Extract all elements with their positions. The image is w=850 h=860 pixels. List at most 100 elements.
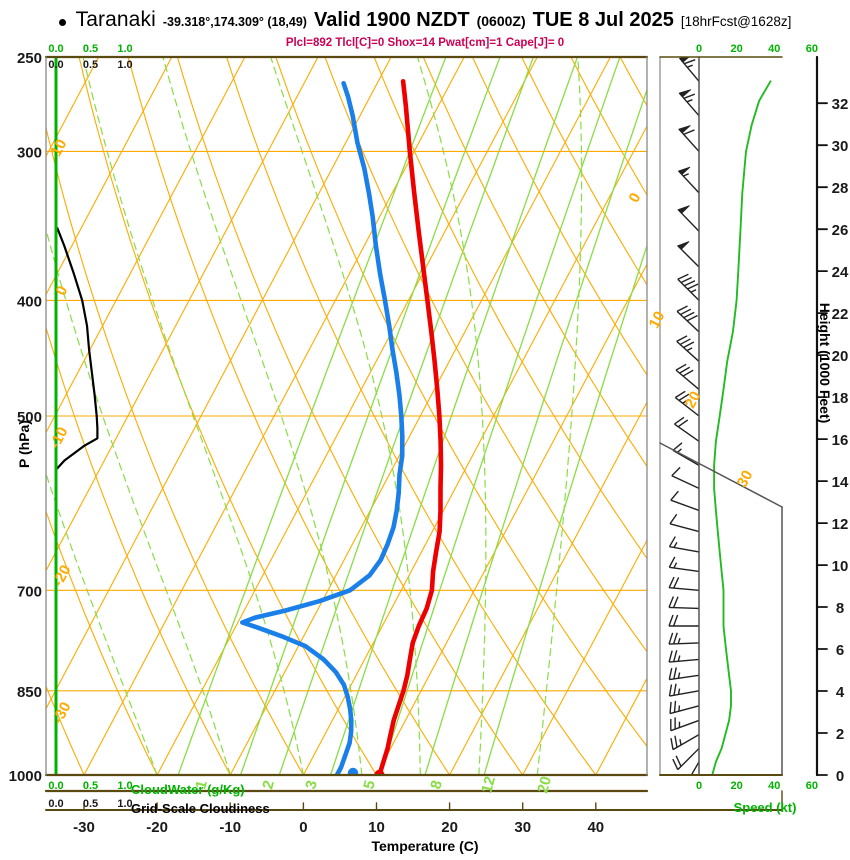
isotherm-line [522, 539, 647, 775]
wind-barb [669, 513, 700, 533]
wind-barb [674, 390, 700, 417]
dry-adiabat-lines [46, 57, 647, 775]
wind-barb [672, 747, 700, 771]
wind-barb [670, 717, 700, 732]
height-axis-title: Height (1000 Feet) [817, 302, 833, 424]
temperature-tick-label: -10 [219, 819, 241, 836]
dewpoint-line [240, 81, 405, 775]
height-tick-label: 28 [832, 180, 849, 197]
dry-adiabat-label: 10 [646, 309, 669, 332]
wind-barb [668, 614, 699, 627]
wind-barb [670, 734, 700, 751]
wind-barb [668, 632, 700, 645]
height-tick-label: 16 [832, 432, 849, 449]
cloudiness-tick-label-top: 1.0 [117, 59, 132, 71]
speed-tick-label-top: 60 [806, 43, 818, 55]
dry-adiabat-line [471, 57, 647, 376]
cloudwater-tick-label-top: 1.0 [117, 43, 132, 55]
pressure-tick-label: 300 [17, 144, 42, 161]
wind-barb [670, 490, 700, 512]
moist-adiabat-line [82, 57, 304, 775]
header-title-bar: Taranaki -39.318°,174.309° (18,49) Valid… [0, 8, 850, 36]
height-tick-label: 20 [832, 348, 849, 365]
cloudwater-tick-label-top: 0.5 [83, 43, 98, 55]
mixing-ratio-line [278, 57, 535, 775]
temperature-tick-label: 10 [368, 819, 385, 836]
height-tick-label: 8 [836, 600, 844, 617]
dry-adiabat-label: -10 [46, 424, 71, 451]
dry-adiabat-line [324, 57, 647, 653]
dry-adiabat-line [422, 57, 647, 468]
wind-barb [678, 89, 700, 117]
cloudiness-tick-label-top: 0.0 [48, 59, 63, 71]
speed-tick-label-bottom: 20 [731, 780, 743, 792]
height-tick-label: 30 [832, 138, 849, 155]
moist-adiabat-line [46, 227, 231, 775]
plot-frames [44, 55, 819, 811]
height-tick-label: 18 [832, 390, 849, 407]
height-tick-label: 6 [836, 642, 844, 659]
pressure-axis-title: P (hPa) [16, 420, 32, 468]
dry-adiabat-label: -20 [49, 562, 74, 589]
moist-adiabat-line [270, 57, 421, 775]
dry-adiabat-line [226, 57, 597, 775]
mixing-ratio-line [177, 57, 447, 775]
height-tick-label: 26 [832, 222, 849, 239]
cloudiness-tick-label-bottom: 0.5 [83, 798, 98, 810]
mixing-ratio-label: 3 [302, 779, 321, 791]
wind-barb [677, 241, 700, 268]
cloudiness-tick-label-bottom: 0.0 [48, 798, 63, 810]
height-tick-label: 32 [832, 96, 849, 113]
dry-adiabat-line [78, 57, 378, 775]
temperature-tick-label: -30 [73, 819, 95, 836]
pressure-tick-label: 400 [17, 293, 42, 310]
speed-tick-label-bottom: 60 [806, 780, 818, 792]
height-tick-label: 24 [832, 264, 849, 281]
wind-barb [668, 536, 700, 553]
speed-tick-label-top: 20 [731, 43, 743, 55]
cloudiness-tick-label-top: 0.5 [83, 59, 98, 71]
temperature-tick-label: -20 [146, 819, 168, 836]
temperature-trace [374, 79, 444, 775]
cloudwater-legend-label: CloudWater (g/Kg) [131, 782, 245, 797]
moist-adiabat-lines [46, 57, 583, 775]
mixing-ratio-label: 20 [534, 775, 555, 796]
temperature-tick-label: 30 [514, 819, 531, 836]
moist-adiabat-line [416, 57, 487, 775]
mixing-ratio-line [329, 57, 579, 775]
valid-time: Valid 1900 NZDT [313, 9, 470, 31]
mixing-ratio-label: 8 [427, 779, 446, 791]
dry-adiabat-line [46, 509, 158, 775]
dewpoint-trace [240, 81, 405, 775]
wind-barb [674, 416, 700, 442]
wind-barb [668, 650, 700, 663]
wind-speed-trace [711, 80, 772, 776]
cloudiness-trace [54, 57, 99, 775]
wind-barb [676, 305, 700, 333]
wind-barb [668, 683, 700, 697]
wind-barb [677, 166, 700, 194]
wind-barb [668, 596, 700, 610]
wind-barb [677, 273, 700, 301]
temperature-tick-label: 0 [299, 819, 307, 836]
dry-adiabat-line [176, 57, 524, 775]
speed-tick-label-bottom: 0 [696, 780, 702, 792]
dry-adiabat-line [46, 684, 85, 775]
temperature-tick-label: 40 [587, 819, 604, 836]
height-tick-label: 14 [832, 474, 849, 491]
pressure-tick-label: 850 [17, 684, 42, 701]
wind-barb [677, 205, 700, 232]
cloudwater-tick-label-top: 0.0 [48, 43, 63, 55]
speed-tick-label-top: 0 [696, 43, 702, 55]
cloudiness-tick-label-bottom: 1.0 [117, 798, 132, 810]
dry-adiabat-label: 10 [48, 137, 71, 160]
mixing-ratio-line [379, 57, 621, 775]
station-coordinates: -39.318°,174.309° (18,49) [162, 15, 307, 29]
wind-barb [668, 556, 700, 573]
cloudiness-line [56, 227, 99, 470]
dewpoint-surface-marker [347, 767, 359, 775]
wind-barb [675, 363, 700, 390]
dry-adiabat-label: 0 [626, 190, 645, 205]
dry-adiabat-line [275, 57, 647, 748]
